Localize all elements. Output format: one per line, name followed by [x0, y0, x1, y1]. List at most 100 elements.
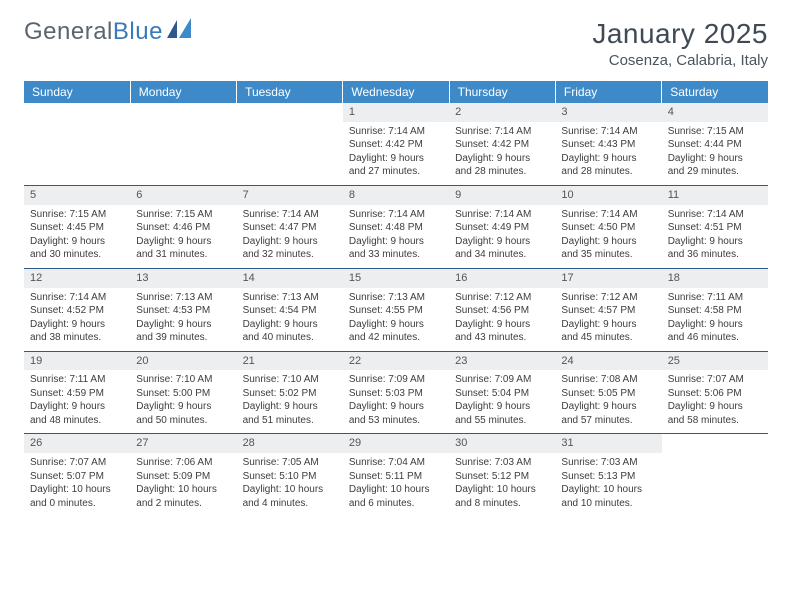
- month-title: January 2025: [592, 18, 768, 50]
- day-number: 31: [555, 434, 661, 453]
- sunrise-text: Sunrise: 7:14 AM: [561, 125, 655, 139]
- calendar-day-cell: 15Sunrise: 7:13 AMSunset: 4:55 PMDayligh…: [343, 268, 449, 351]
- sunset-text: Sunset: 4:52 PM: [30, 304, 124, 318]
- sunrise-text: Sunrise: 7:12 AM: [455, 291, 549, 305]
- day-number: 17: [555, 269, 661, 288]
- day-number: 18: [662, 269, 768, 288]
- calendar-day-cell: 7Sunrise: 7:14 AMSunset: 4:47 PMDaylight…: [237, 185, 343, 268]
- sunset-text: Sunset: 5:13 PM: [561, 470, 655, 484]
- sunrise-text: Sunrise: 7:06 AM: [136, 456, 230, 470]
- calendar-day-cell: 17Sunrise: 7:12 AMSunset: 4:57 PMDayligh…: [555, 268, 661, 351]
- day-number: 19: [24, 352, 130, 371]
- sunset-text: Sunset: 5:05 PM: [561, 387, 655, 401]
- calendar-day-cell: 6Sunrise: 7:15 AMSunset: 4:46 PMDaylight…: [130, 185, 236, 268]
- calendar-day-cell: 10Sunrise: 7:14 AMSunset: 4:50 PMDayligh…: [555, 185, 661, 268]
- calendar-week-row: 19Sunrise: 7:11 AMSunset: 4:59 PMDayligh…: [24, 351, 768, 434]
- sunset-text: Sunset: 4:48 PM: [349, 221, 443, 235]
- sunrise-text: Sunrise: 7:14 AM: [349, 208, 443, 222]
- sunrise-text: Sunrise: 7:14 AM: [455, 208, 549, 222]
- daylight-text: Daylight: 9 hours and 36 minutes.: [668, 235, 762, 262]
- daylight-text: Daylight: 9 hours and 55 minutes.: [455, 400, 549, 427]
- daylight-text: Daylight: 9 hours and 43 minutes.: [455, 318, 549, 345]
- calendar-day-cell: 11Sunrise: 7:14 AMSunset: 4:51 PMDayligh…: [662, 185, 768, 268]
- day-number: 23: [449, 352, 555, 371]
- sunrise-text: Sunrise: 7:05 AM: [243, 456, 337, 470]
- daylight-text: Daylight: 10 hours and 8 minutes.: [455, 483, 549, 510]
- day-number: 20: [130, 352, 236, 371]
- calendar-day-cell: 21Sunrise: 7:10 AMSunset: 5:02 PMDayligh…: [237, 351, 343, 434]
- daylight-text: Daylight: 9 hours and 28 minutes.: [455, 152, 549, 179]
- calendar-day-cell: 4Sunrise: 7:15 AMSunset: 4:44 PMDaylight…: [662, 103, 768, 185]
- daylight-text: Daylight: 9 hours and 40 minutes.: [243, 318, 337, 345]
- sunrise-text: Sunrise: 7:04 AM: [349, 456, 443, 470]
- weekday-header: Friday: [555, 81, 661, 103]
- calendar-day-cell: 14Sunrise: 7:13 AMSunset: 4:54 PMDayligh…: [237, 268, 343, 351]
- calendar-day-cell: 1Sunrise: 7:14 AMSunset: 4:42 PMDaylight…: [343, 103, 449, 185]
- sunset-text: Sunset: 4:43 PM: [561, 138, 655, 152]
- sunset-text: Sunset: 5:06 PM: [668, 387, 762, 401]
- calendar-day-cell: 8Sunrise: 7:14 AMSunset: 4:48 PMDaylight…: [343, 185, 449, 268]
- sunrise-text: Sunrise: 7:15 AM: [136, 208, 230, 222]
- daylight-text: Daylight: 9 hours and 27 minutes.: [349, 152, 443, 179]
- day-number: 5: [24, 186, 130, 205]
- sunrise-text: Sunrise: 7:14 AM: [561, 208, 655, 222]
- day-number: 3: [555, 103, 661, 122]
- sunset-text: Sunset: 5:09 PM: [136, 470, 230, 484]
- sunrise-text: Sunrise: 7:15 AM: [30, 208, 124, 222]
- daylight-text: Daylight: 9 hours and 33 minutes.: [349, 235, 443, 262]
- daylight-text: Daylight: 9 hours and 51 minutes.: [243, 400, 337, 427]
- brand-part1: General: [24, 18, 113, 46]
- sunset-text: Sunset: 5:03 PM: [349, 387, 443, 401]
- calendar-week-row: 5Sunrise: 7:15 AMSunset: 4:45 PMDaylight…: [24, 185, 768, 268]
- sunrise-text: Sunrise: 7:14 AM: [455, 125, 549, 139]
- calendar-day-cell: 29Sunrise: 7:04 AMSunset: 5:11 PMDayligh…: [343, 434, 449, 516]
- sunrise-text: Sunrise: 7:09 AM: [349, 373, 443, 387]
- calendar-day-cell: [662, 434, 768, 516]
- calendar-day-cell: 9Sunrise: 7:14 AMSunset: 4:49 PMDaylight…: [449, 185, 555, 268]
- calendar-body: 1Sunrise: 7:14 AMSunset: 4:42 PMDaylight…: [24, 103, 768, 516]
- day-number: 28: [237, 434, 343, 453]
- day-number: 25: [662, 352, 768, 371]
- daylight-text: Daylight: 10 hours and 2 minutes.: [136, 483, 230, 510]
- sunrise-text: Sunrise: 7:10 AM: [136, 373, 230, 387]
- daylight-text: Daylight: 10 hours and 4 minutes.: [243, 483, 337, 510]
- calendar-day-cell: 24Sunrise: 7:08 AMSunset: 5:05 PMDayligh…: [555, 351, 661, 434]
- daylight-text: Daylight: 9 hours and 38 minutes.: [30, 318, 124, 345]
- sunrise-text: Sunrise: 7:10 AM: [243, 373, 337, 387]
- day-number: 1: [343, 103, 449, 122]
- day-number: 2: [449, 103, 555, 122]
- logo-sail-icon: [167, 18, 193, 38]
- day-number: [24, 103, 130, 122]
- weekday-header: Thursday: [449, 81, 555, 103]
- sunrise-text: Sunrise: 7:09 AM: [455, 373, 549, 387]
- daylight-text: Daylight: 9 hours and 48 minutes.: [30, 400, 124, 427]
- daylight-text: Daylight: 9 hours and 32 minutes.: [243, 235, 337, 262]
- location-subtitle: Cosenza, Calabria, Italy: [592, 52, 768, 69]
- day-number: 7: [237, 186, 343, 205]
- calendar-day-cell: 22Sunrise: 7:09 AMSunset: 5:03 PMDayligh…: [343, 351, 449, 434]
- sunset-text: Sunset: 4:47 PM: [243, 221, 337, 235]
- sunrise-text: Sunrise: 7:03 AM: [561, 456, 655, 470]
- calendar-day-cell: 27Sunrise: 7:06 AMSunset: 5:09 PMDayligh…: [130, 434, 236, 516]
- sunset-text: Sunset: 4:50 PM: [561, 221, 655, 235]
- day-number: 21: [237, 352, 343, 371]
- calendar-week-row: 12Sunrise: 7:14 AMSunset: 4:52 PMDayligh…: [24, 268, 768, 351]
- calendar-day-cell: 20Sunrise: 7:10 AMSunset: 5:00 PMDayligh…: [130, 351, 236, 434]
- calendar-day-cell: 2Sunrise: 7:14 AMSunset: 4:42 PMDaylight…: [449, 103, 555, 185]
- calendar-day-cell: 12Sunrise: 7:14 AMSunset: 4:52 PMDayligh…: [24, 268, 130, 351]
- daylight-text: Daylight: 9 hours and 28 minutes.: [561, 152, 655, 179]
- calendar-day-cell: 5Sunrise: 7:15 AMSunset: 4:45 PMDaylight…: [24, 185, 130, 268]
- sunset-text: Sunset: 4:44 PM: [668, 138, 762, 152]
- sunrise-text: Sunrise: 7:07 AM: [668, 373, 762, 387]
- day-number: 30: [449, 434, 555, 453]
- sunrise-text: Sunrise: 7:03 AM: [455, 456, 549, 470]
- brand-part2: Blue: [113, 18, 163, 46]
- daylight-text: Daylight: 9 hours and 35 minutes.: [561, 235, 655, 262]
- daylight-text: Daylight: 9 hours and 42 minutes.: [349, 318, 443, 345]
- sunset-text: Sunset: 5:11 PM: [349, 470, 443, 484]
- calendar-week-row: 26Sunrise: 7:07 AMSunset: 5:07 PMDayligh…: [24, 434, 768, 516]
- calendar-table: Sunday Monday Tuesday Wednesday Thursday…: [24, 81, 768, 516]
- title-block: January 2025 Cosenza, Calabria, Italy: [592, 18, 768, 69]
- calendar-day-cell: 3 Sunrise: 7:14 AMSunset: 4:43 PMDaylight…: [555, 103, 661, 185]
- day-number: [237, 103, 343, 122]
